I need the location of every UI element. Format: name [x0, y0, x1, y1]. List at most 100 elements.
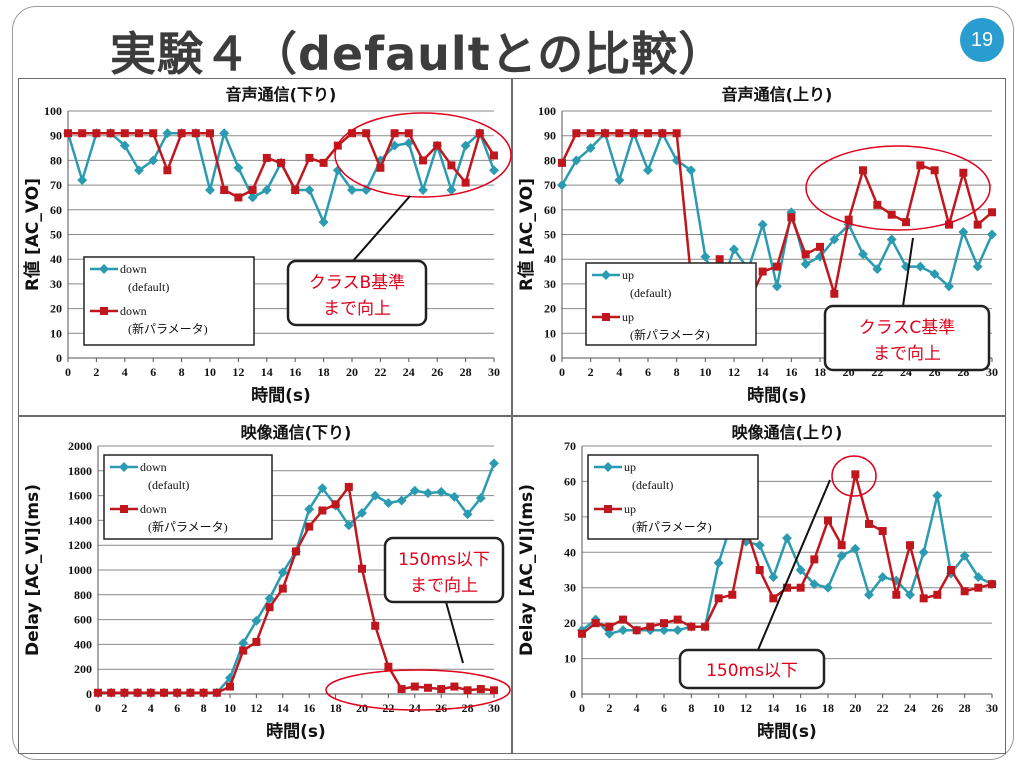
- data-point-new: [331, 500, 340, 509]
- data-point-default: [383, 498, 394, 508]
- chart-title: 映像通信(下り): [241, 423, 352, 442]
- data-point-default: [858, 249, 868, 260]
- data-point-default: [643, 165, 653, 176]
- data-point-new: [490, 686, 498, 695]
- data-point-default: [247, 192, 258, 203]
- x-tick-label: 14: [757, 365, 769, 379]
- data-point-default: [489, 458, 499, 469]
- data-point-new: [262, 153, 271, 162]
- y-tick-label: 30: [50, 277, 62, 291]
- y-tick-label: 70: [544, 178, 556, 192]
- highlight-ellipse: [334, 112, 512, 198]
- y-tick-label: 70: [50, 178, 62, 192]
- x-tick-label: 6: [645, 365, 651, 379]
- data-point-default: [318, 217, 329, 228]
- data-point-default: [489, 165, 499, 176]
- data-point-new: [865, 519, 873, 528]
- callout-box: [286, 259, 428, 327]
- y-axis-label: R値 [AC_VO]: [516, 178, 537, 291]
- data-point-default: [277, 567, 288, 578]
- x-tick-label: 20: [849, 701, 861, 715]
- data-point-new: [447, 161, 456, 170]
- slide-frame: [12, 6, 1014, 760]
- x-tick-label: 8: [688, 701, 694, 715]
- data-point-default: [959, 550, 970, 561]
- data-point-new: [107, 688, 116, 697]
- legend-sublabel: (default): [630, 286, 671, 300]
- x-tick-label: 12: [250, 701, 262, 715]
- legend-label: up: [624, 502, 636, 516]
- data-point-new: [959, 168, 968, 177]
- y-axis-label: Delay [AC_VI](ms): [23, 484, 43, 656]
- legend-box: [585, 262, 757, 346]
- data-point-new: [424, 683, 432, 692]
- y-tick-label: 10: [50, 326, 62, 340]
- data-point-new: [988, 208, 996, 217]
- data-point-default: [754, 540, 765, 551]
- y-tick-label: 90: [544, 129, 556, 143]
- x-tick-label: 18: [330, 701, 342, 715]
- data-point-new: [769, 594, 778, 603]
- data-point-default: [571, 155, 582, 166]
- y-tick-label: 10: [564, 652, 576, 666]
- y-tick-label: 30: [544, 277, 556, 291]
- data-point-new: [810, 555, 819, 564]
- legend-sublabel: (新パラメータ): [128, 321, 208, 336]
- x-tick-label: 4: [616, 365, 622, 379]
- callout-box: [383, 536, 505, 604]
- x-tick-label: 14: [277, 701, 289, 715]
- data-point-new: [475, 129, 484, 138]
- data-point-default: [829, 234, 840, 245]
- data-point-new: [830, 289, 839, 298]
- data-point-default: [929, 269, 940, 279]
- x-tick-label: 28: [462, 701, 474, 715]
- legend-label: up: [624, 460, 636, 474]
- y-tick-label: 40: [544, 252, 556, 266]
- callout-box: [823, 304, 991, 372]
- data-point-new: [591, 619, 600, 628]
- data-point-new: [120, 688, 129, 697]
- data-point-default: [148, 155, 159, 166]
- data-point-default: [800, 259, 811, 270]
- data-point-new: [887, 210, 896, 219]
- data-point-default: [713, 557, 724, 568]
- x-tick-label: 4: [122, 365, 128, 379]
- data-point-default: [973, 572, 984, 583]
- data-point-new: [463, 686, 472, 695]
- data-point-new: [248, 186, 257, 195]
- data-point-new: [358, 564, 366, 573]
- data-point-default: [932, 490, 943, 501]
- x-tick-label: 18: [822, 701, 834, 715]
- data-point-new: [64, 129, 72, 138]
- x-tick-label: 30: [488, 365, 500, 379]
- data-point-new: [206, 129, 214, 138]
- data-point-new: [160, 688, 168, 697]
- legend-sublabel: (default): [632, 478, 673, 492]
- data-point-new: [755, 566, 764, 574]
- y-tick-label: 40: [564, 545, 576, 559]
- highlight-ellipse: [805, 145, 991, 231]
- data-point-default: [475, 493, 486, 504]
- data-point-new: [371, 621, 380, 630]
- data-point-default: [872, 264, 883, 275]
- data-point-new: [787, 213, 796, 222]
- x-tick-label: 0: [95, 701, 101, 715]
- data-point-new: [461, 178, 470, 187]
- data-point-new: [397, 685, 406, 694]
- y-tick-label: 80: [50, 153, 62, 167]
- y-tick-label: 20: [50, 302, 62, 316]
- data-point-new: [390, 129, 399, 138]
- data-point-default: [332, 165, 343, 176]
- data-point-new: [960, 587, 969, 596]
- x-tick-label: 16: [289, 365, 301, 379]
- data-point-default: [672, 625, 683, 636]
- data-point-default: [304, 504, 315, 515]
- callout-pointer: [352, 195, 411, 262]
- x-tick-label: 6: [150, 365, 156, 379]
- chart-3: 映像通信(下り)02004006008001000120014001600180…: [18, 416, 512, 754]
- x-tick-label: 4: [634, 701, 640, 715]
- data-point-default: [557, 180, 567, 191]
- x-tick-label: 6: [174, 701, 180, 715]
- x-tick-label: 6: [661, 701, 667, 715]
- x-tick-label: 16: [303, 701, 315, 715]
